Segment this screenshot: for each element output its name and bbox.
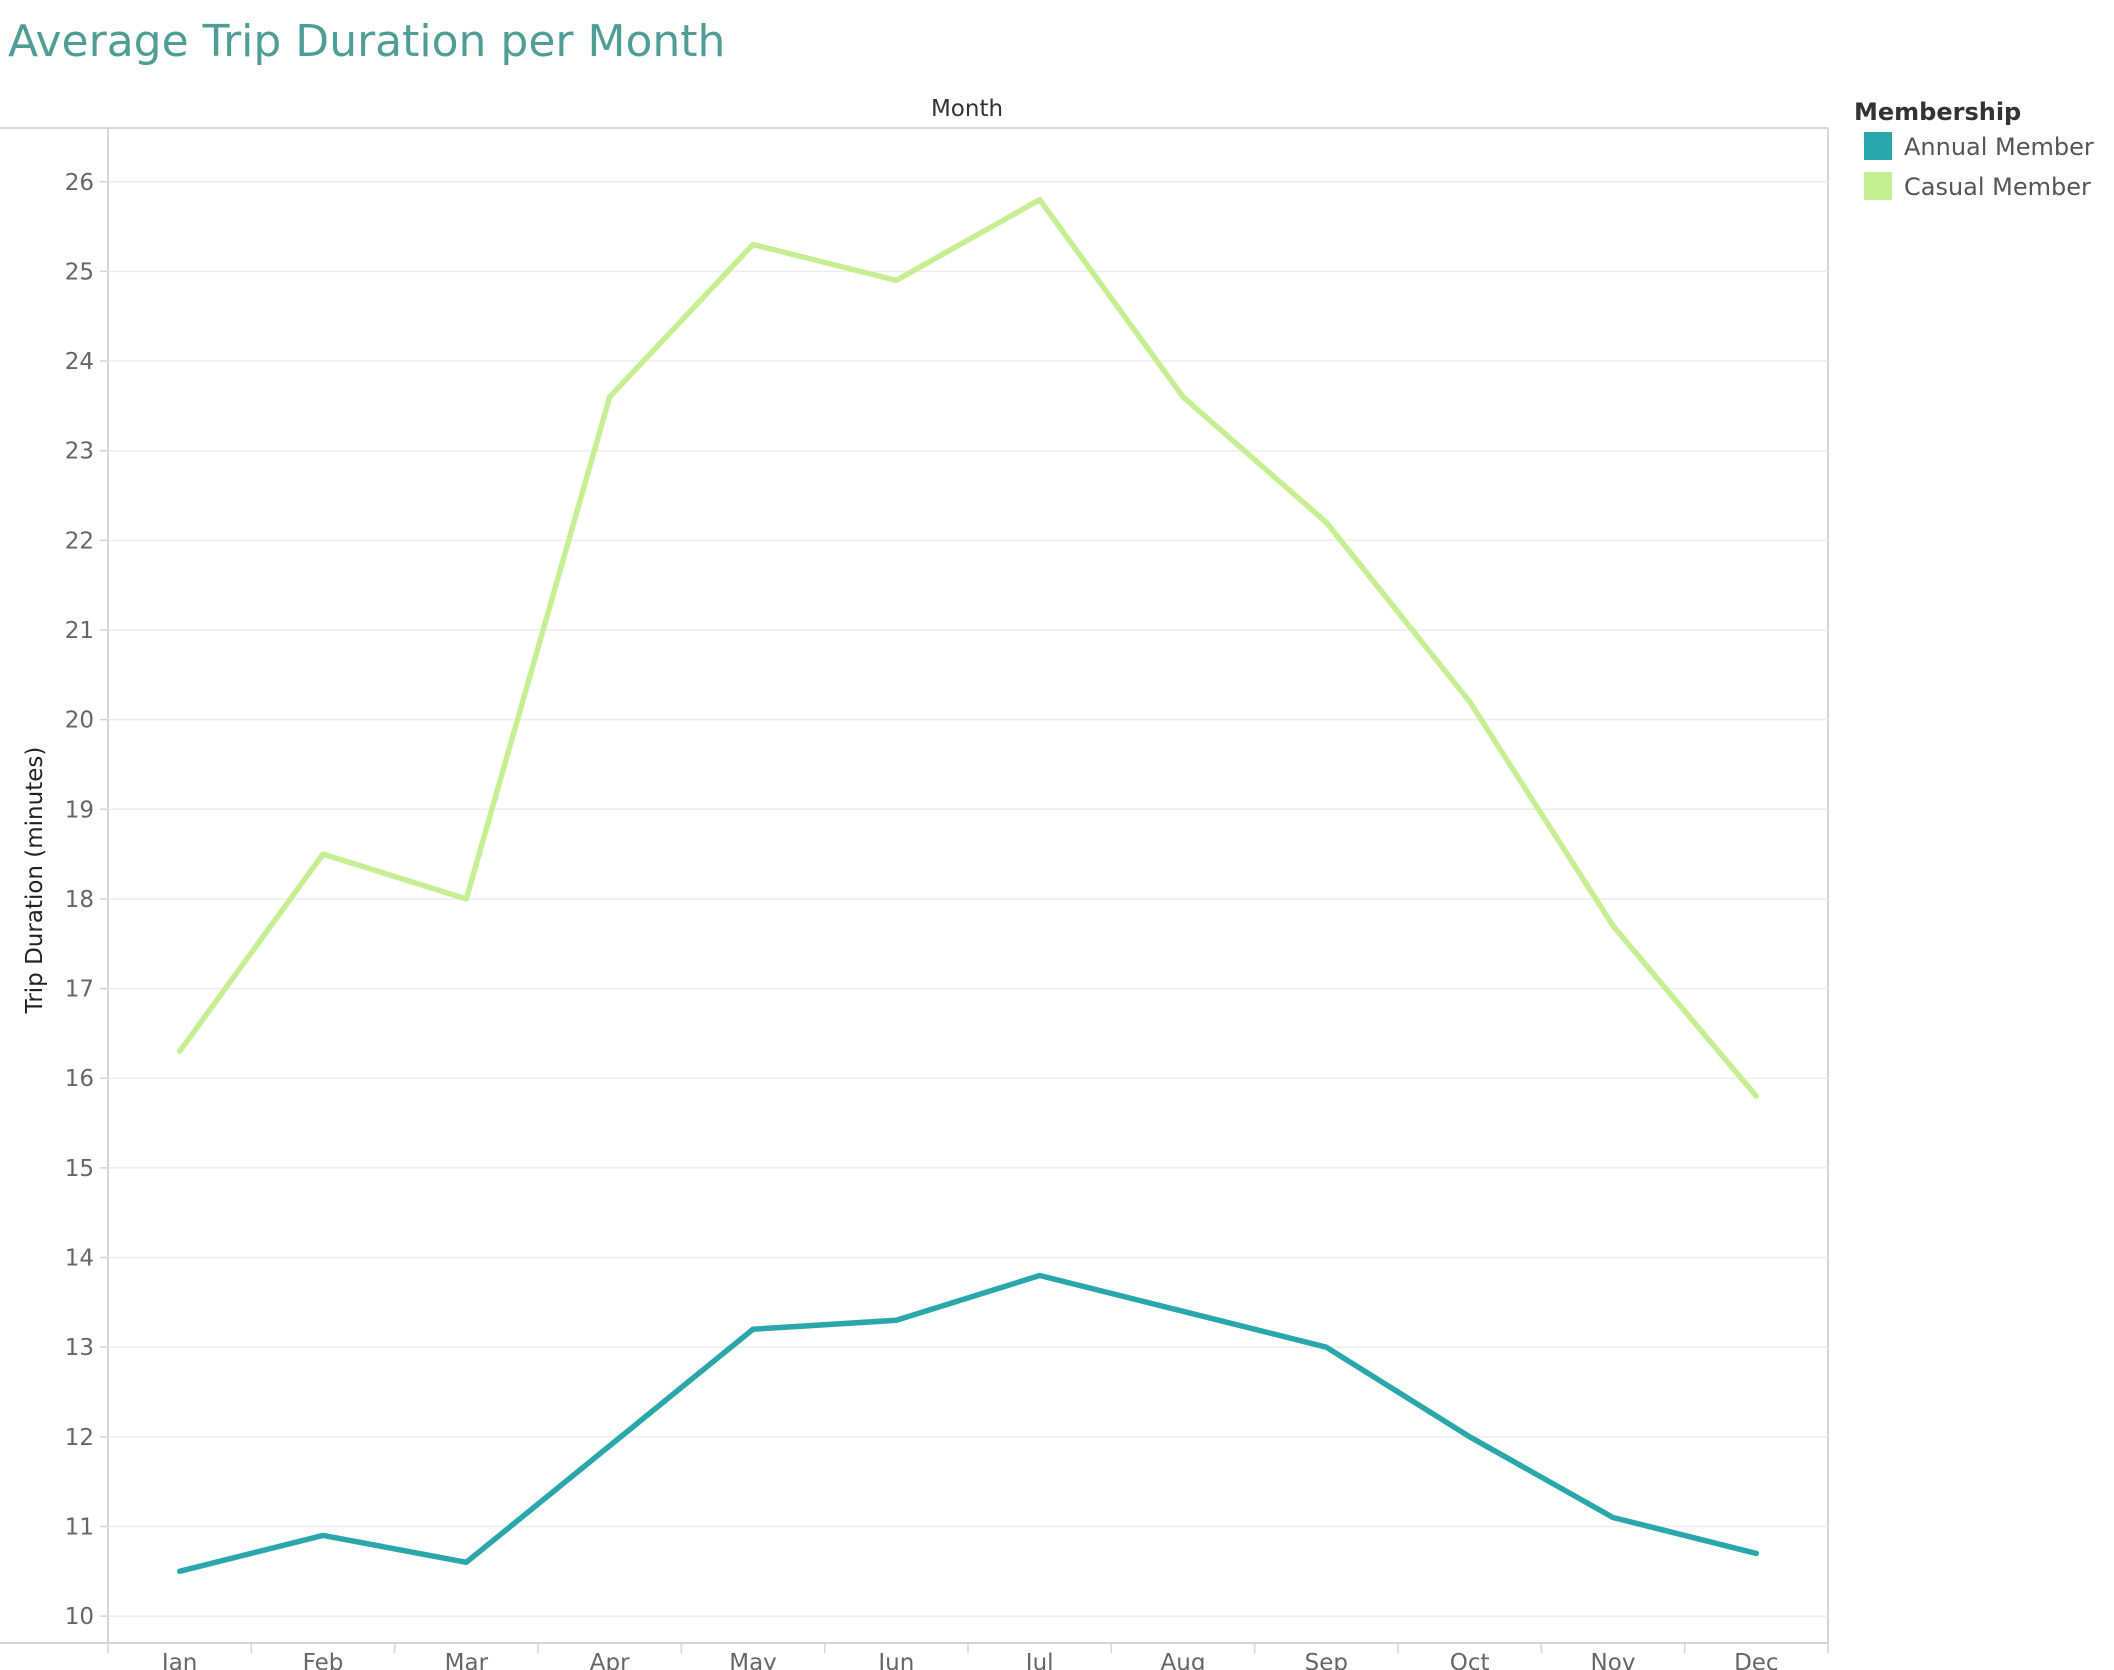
y-tick-label: 11: [65, 1514, 94, 1540]
gridlines: [108, 181, 1828, 1617]
x-tick-label: Jan: [160, 1650, 197, 1670]
plot-frame: [0, 127, 1829, 1644]
x-tick-label: Apr: [590, 1650, 630, 1670]
legend-title: Membership: [1854, 98, 2021, 126]
series-layer: [176, 196, 1760, 1575]
y-tick-label: 14: [65, 1246, 94, 1272]
column-header: Month: [931, 96, 1003, 122]
annual-member-legend-label: Annual Member: [1904, 133, 2094, 161]
x-tick-label: Sep: [1305, 1650, 1348, 1670]
y-tick-label: 20: [65, 708, 94, 734]
legend-items: Annual Member Casual Member: [1864, 132, 2094, 201]
y-tick-label: 16: [65, 1066, 94, 1092]
y-tick-label: 12: [65, 1425, 94, 1451]
y-tick-label: 10: [65, 1604, 94, 1630]
x-tick-label: Aug: [1161, 1650, 1206, 1670]
y-tick-label: 26: [65, 170, 94, 196]
y-tick-label: 17: [65, 977, 94, 1003]
x-tick-label: Mar: [445, 1650, 489, 1670]
annual-member-legend-swatch: [1864, 132, 1892, 160]
y-axis-ticks: 10 11 12 13 14 15 16 17 18 19 20 21 22 23 24 25 26: [65, 170, 108, 1630]
casual-member-legend-label: Casual Member: [1904, 173, 2091, 201]
x-tick-label: Oct: [1450, 1650, 1490, 1670]
x-axis-ticks: Jan Feb Mar Apr May Jun Jul Aug Sep Oct Nov Dec: [107, 1643, 1829, 1670]
y-tick-label: 18: [65, 887, 94, 913]
y-tick-label: 23: [65, 439, 94, 465]
casual-member-line: [176, 196, 1760, 1099]
y-tick-label: 24: [65, 349, 94, 375]
chart-title: Average Trip Duration per Month: [8, 16, 725, 67]
x-tick-label: Nov: [1591, 1650, 1636, 1670]
y-axis-label: Trip Duration (minutes): [22, 747, 48, 1015]
y-tick-label: 13: [65, 1335, 94, 1361]
y-tick-label: 25: [65, 259, 94, 285]
x-tick-label: May: [729, 1650, 777, 1670]
x-tick-label: Jun: [876, 1650, 914, 1670]
x-tick-label: Jul: [1024, 1650, 1054, 1670]
y-tick-label: 21: [65, 618, 94, 644]
x-tick-label: Feb: [303, 1650, 344, 1670]
y-tick-label: 19: [65, 797, 94, 823]
casual-member-legend-swatch: [1864, 172, 1892, 200]
legend: Membership Annual Member Casual Member: [1854, 98, 2094, 201]
annual-member-line: [176, 1272, 1760, 1575]
y-tick-label: 22: [65, 528, 94, 554]
x-tick-label: Dec: [1734, 1650, 1779, 1670]
y-tick-label: 15: [65, 1156, 94, 1182]
